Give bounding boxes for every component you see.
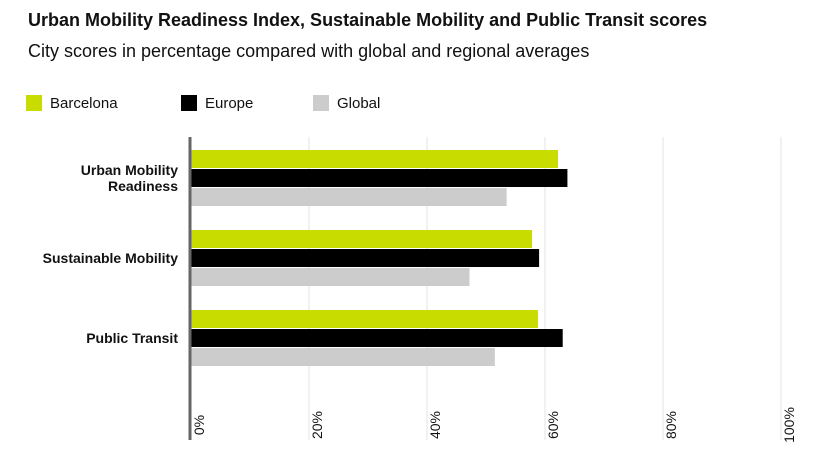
legend-label-global: Global <box>337 94 381 112</box>
x-tick-label: 60% <box>545 411 561 439</box>
bar-barcelona-3 <box>191 310 538 328</box>
legend-swatch-global <box>313 95 329 111</box>
bar-global-2 <box>191 268 470 286</box>
bar-europe-2 <box>191 249 540 267</box>
legend-swatch-europe <box>181 95 197 111</box>
chart-subtitle: City scores in percentage compared with … <box>28 41 590 61</box>
legend-swatch-barcelona <box>26 95 42 111</box>
category-label: Urban Mobility Readiness <box>81 162 178 194</box>
x-tick-label: 80% <box>663 411 679 439</box>
legend-label-europe: Europe <box>205 94 254 112</box>
legend-item-barcelona: Barcelona <box>26 93 118 113</box>
legend: Barcelona Europe Global <box>26 93 446 113</box>
bar-global-1 <box>191 188 507 206</box>
legend-item-europe: Europe <box>181 93 253 113</box>
legend-label-barcelona: Barcelona <box>50 94 118 112</box>
category-label: Sustainable Mobility <box>43 250 179 266</box>
x-tick-label: 100% <box>781 407 797 443</box>
category-label: Public Transit <box>86 330 178 346</box>
x-tick-label: 0% <box>191 415 207 435</box>
legend-item-global: Global <box>313 93 380 113</box>
x-tick-label: 20% <box>309 411 325 439</box>
bar-europe-3 <box>191 329 563 347</box>
bar-barcelona-1 <box>191 150 558 168</box>
chart-title: Urban Mobility Readiness Index, Sustaina… <box>28 10 708 30</box>
bar-global-3 <box>191 348 495 366</box>
bar-barcelona-2 <box>191 230 533 248</box>
x-tick-label: 40% <box>427 411 443 439</box>
bar-europe-1 <box>191 169 568 187</box>
